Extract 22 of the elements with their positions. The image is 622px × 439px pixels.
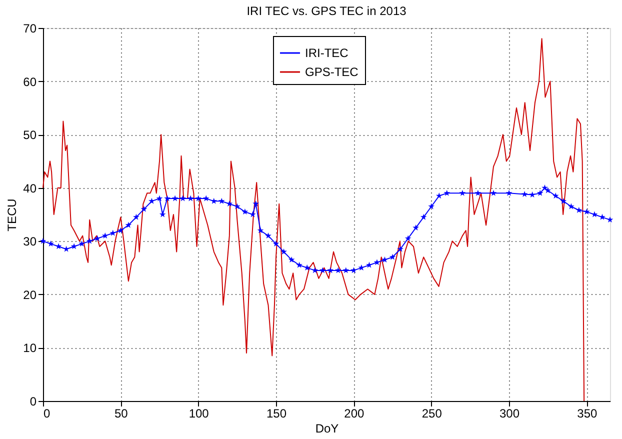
x-tick-label: 350 (577, 406, 598, 420)
y-tick-label: 40 (23, 181, 37, 196)
legend-label: GPS-TEC (305, 65, 359, 79)
y-axis-title: TECU (5, 198, 20, 232)
x-tick-label: 300 (500, 406, 520, 420)
x-tick-label: 250 (422, 406, 442, 420)
x-axis-title: DoY (315, 422, 339, 436)
y-tick-label: 50 (23, 128, 37, 142)
legend-label: IRI-TEC (305, 46, 349, 60)
line-series (42, 38, 585, 402)
x-tick-label: 50 (114, 406, 128, 420)
y-tick-label: 10 (23, 341, 37, 356)
chart-title: IRI TEC vs. GPS TEC in 2013 (246, 4, 407, 18)
x-tick-label: 0 (44, 406, 50, 420)
x-tick-label: 200 (344, 406, 365, 420)
y-tick-label: 0 (30, 394, 37, 408)
y-tick-label: 30 (23, 234, 37, 249)
y-tick-label: 20 (23, 288, 37, 302)
y-tick-label: 70 (23, 22, 37, 36)
y-tick-label: 60 (23, 74, 37, 89)
x-tick-label: 150 (266, 406, 287, 420)
x-tick-label: 100 (188, 406, 210, 420)
